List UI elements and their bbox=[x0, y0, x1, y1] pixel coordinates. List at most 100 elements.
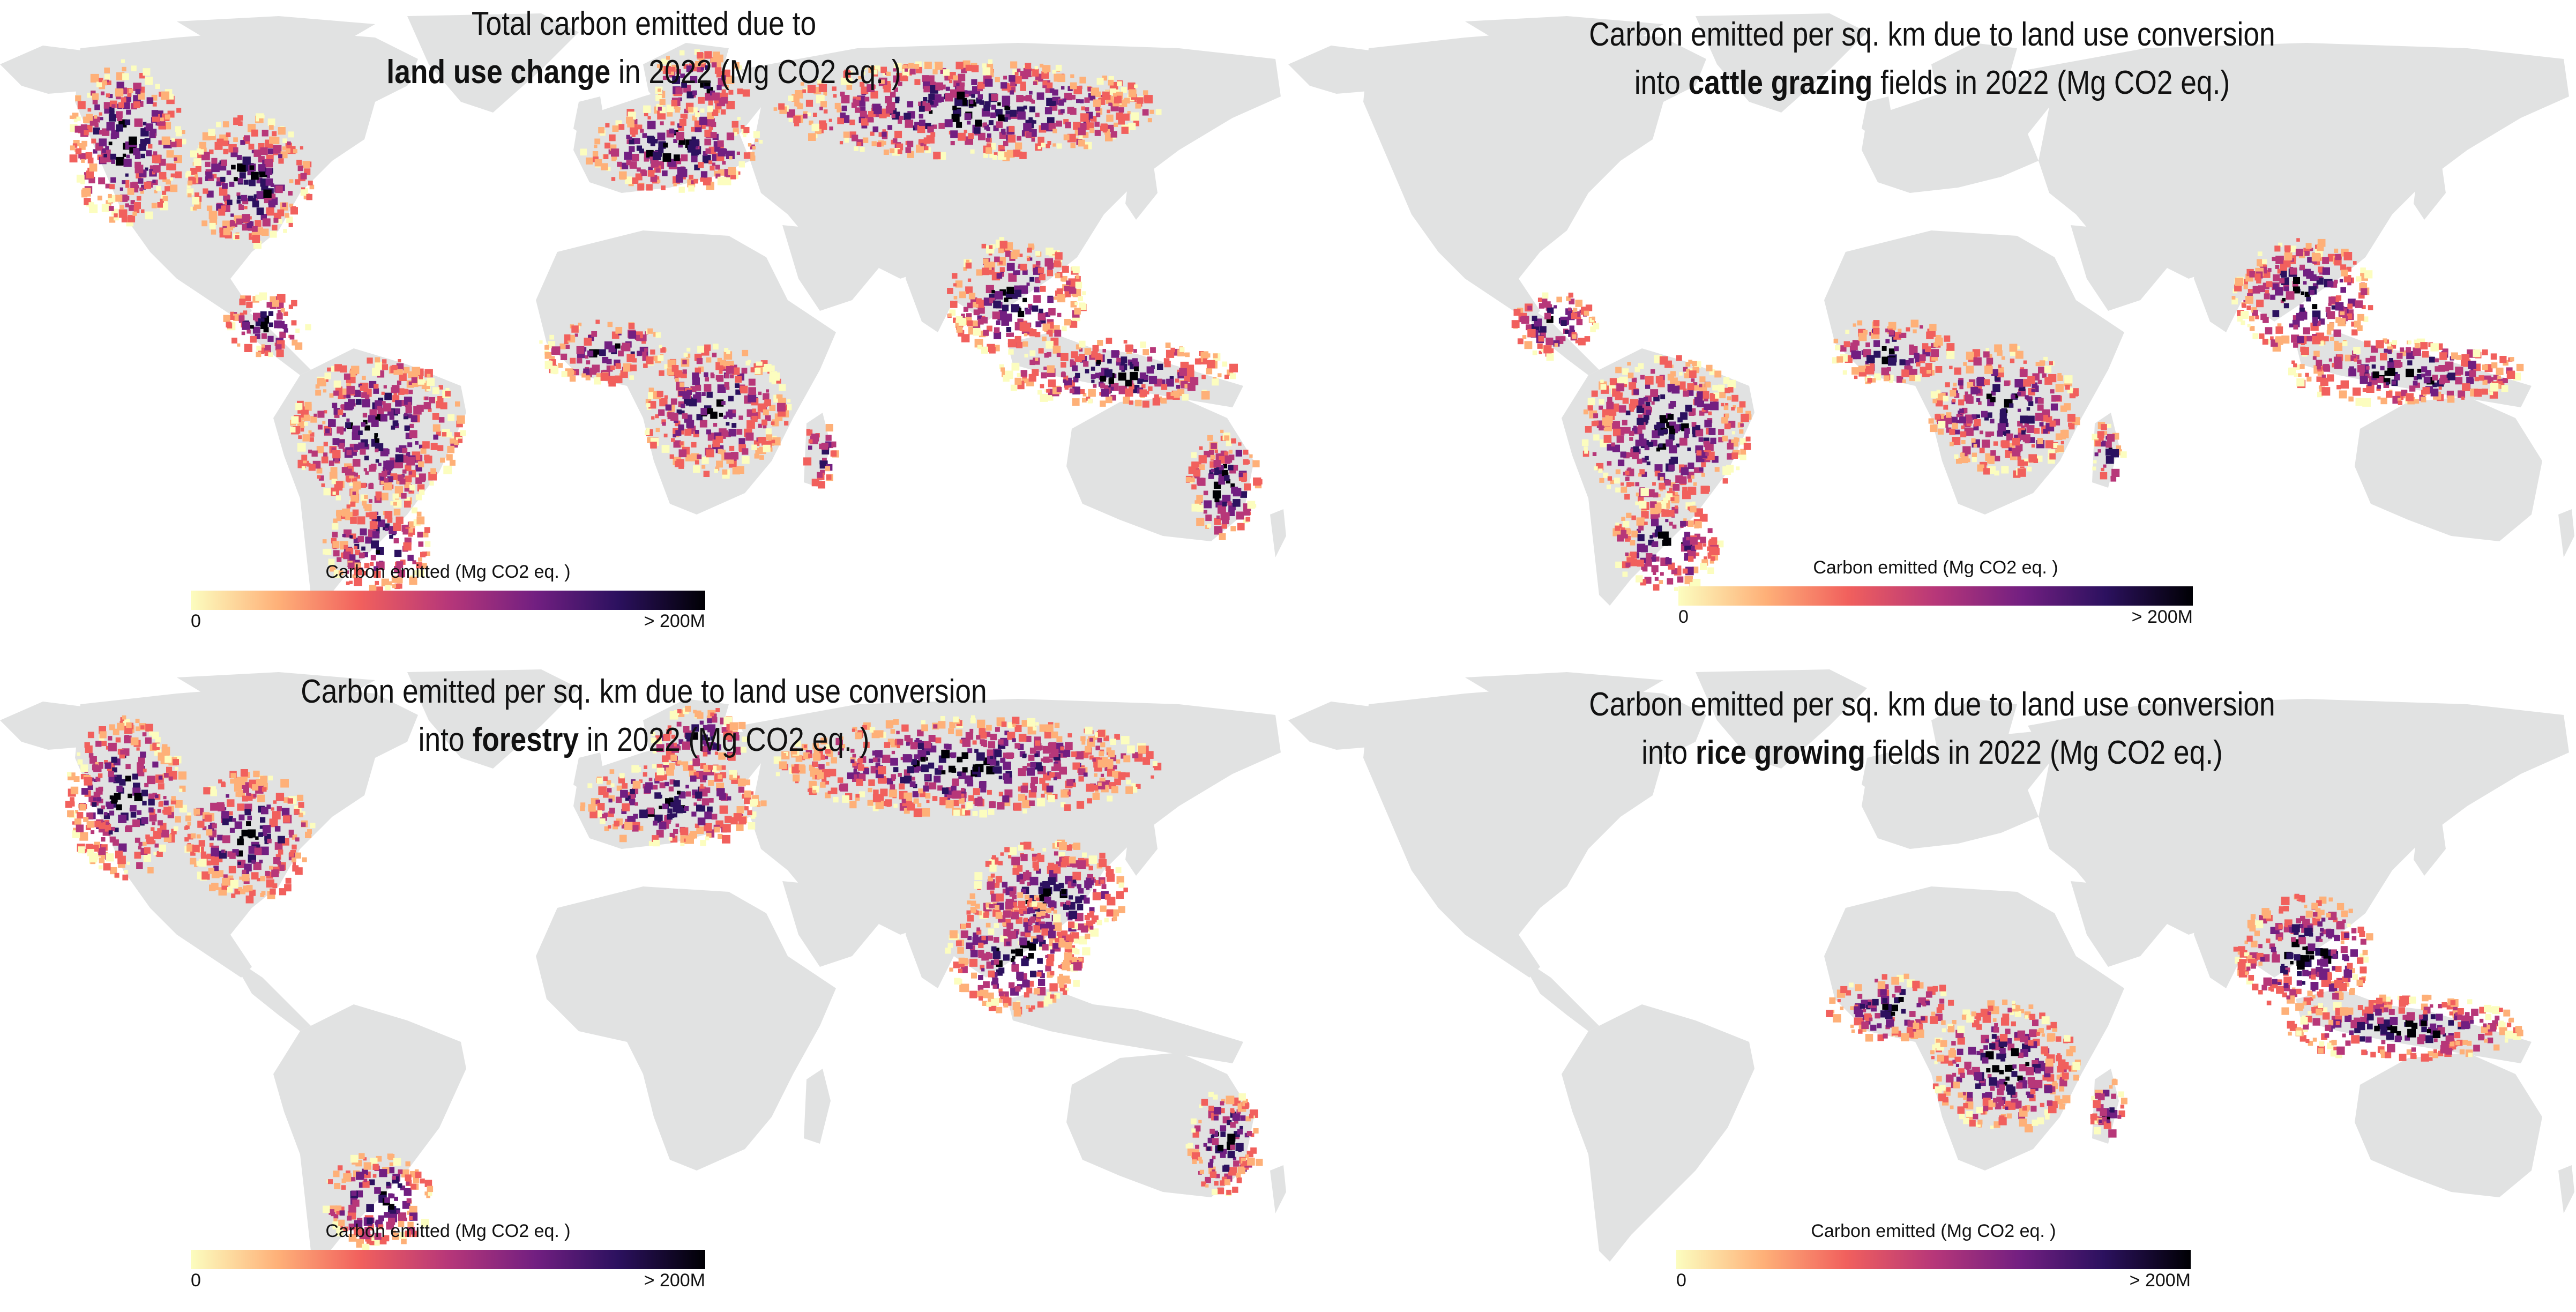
emission-cell bbox=[1657, 429, 1664, 436]
emission-cell bbox=[674, 104, 679, 109]
emission-cell bbox=[1736, 466, 1740, 471]
emission-cell bbox=[1023, 123, 1032, 132]
emission-cell bbox=[2496, 367, 2504, 375]
emission-cell bbox=[2361, 305, 2366, 309]
emission-cell bbox=[830, 450, 837, 457]
emission-cell bbox=[861, 118, 869, 126]
emission-cell bbox=[292, 206, 296, 211]
emission-cell bbox=[384, 511, 393, 519]
emission-cell bbox=[325, 428, 330, 434]
land-alaska bbox=[0, 702, 86, 750]
emission-cell bbox=[1640, 545, 1648, 553]
emission-cell bbox=[1142, 400, 1149, 408]
emission-cell bbox=[1545, 337, 1554, 346]
emission-cell bbox=[2028, 401, 2034, 406]
emission-cell bbox=[1592, 316, 1595, 320]
emission-cell bbox=[1609, 378, 1617, 385]
emission-cell bbox=[2319, 270, 2324, 275]
emission-cell bbox=[1155, 109, 1162, 115]
emission-cell bbox=[854, 146, 858, 151]
emission-cell bbox=[904, 113, 911, 120]
emission-cell bbox=[1005, 114, 1011, 120]
emission-cell bbox=[258, 164, 266, 172]
emission-cell bbox=[692, 377, 700, 385]
emission-cell bbox=[1616, 378, 1622, 383]
emission-cell bbox=[1643, 397, 1648, 401]
emission-cell bbox=[236, 192, 241, 197]
emission-cell bbox=[2414, 343, 2420, 348]
emission-cell bbox=[1063, 119, 1069, 124]
emission-cell bbox=[412, 570, 417, 576]
emission-cell bbox=[393, 509, 401, 516]
emission-cell bbox=[1995, 456, 2000, 461]
emission-cell bbox=[2447, 395, 2455, 403]
emission-cell bbox=[77, 101, 86, 109]
land-alaska bbox=[1288, 46, 1374, 94]
emission-cell bbox=[753, 440, 760, 446]
emission-cell bbox=[2310, 290, 2315, 295]
emission-cell bbox=[769, 405, 776, 411]
emission-cell bbox=[1854, 375, 1858, 379]
emission-cell bbox=[1644, 445, 1649, 451]
emission-cell bbox=[247, 221, 254, 228]
emission-cell bbox=[1214, 518, 1221, 525]
hotspot-eastern-united-states bbox=[185, 113, 315, 249]
title-line-2: land use change in 2022 (Mg CO2 eq. ) bbox=[90, 48, 1198, 96]
emission-cell bbox=[1659, 580, 1663, 584]
emission-cell bbox=[1682, 568, 1688, 574]
emission-cell bbox=[237, 163, 245, 172]
emission-cell bbox=[626, 135, 630, 139]
emission-cell bbox=[1870, 363, 1875, 368]
emission-cell bbox=[643, 105, 651, 113]
emission-cell bbox=[1687, 520, 1694, 527]
emission-cell bbox=[1204, 500, 1212, 509]
emission-cell bbox=[352, 459, 361, 467]
emission-cell bbox=[219, 232, 226, 238]
emission-cell bbox=[460, 430, 466, 436]
emission-cell bbox=[1873, 320, 1880, 326]
emission-cell bbox=[399, 373, 407, 381]
emission-cell bbox=[301, 416, 305, 421]
emission-cell bbox=[332, 541, 340, 548]
emission-cell bbox=[1688, 479, 1692, 483]
emission-cell bbox=[1593, 420, 1599, 426]
emission-cell bbox=[2033, 458, 2039, 463]
emission-cell bbox=[398, 359, 401, 363]
emission-cell bbox=[1858, 332, 1867, 341]
emission-cell bbox=[718, 148, 726, 156]
emission-cell bbox=[1224, 451, 1229, 456]
emission-cell bbox=[1017, 136, 1021, 141]
emission-cell bbox=[743, 152, 751, 159]
emission-cell bbox=[190, 150, 198, 158]
emission-cell bbox=[2357, 359, 2362, 364]
emission-cell bbox=[1584, 450, 1588, 454]
emission-cell bbox=[1005, 292, 1012, 298]
emission-cell bbox=[2351, 322, 2356, 327]
emission-cell bbox=[2277, 323, 2282, 327]
emission-cell bbox=[605, 123, 610, 128]
emission-cell bbox=[108, 114, 116, 122]
emission-cell bbox=[1987, 412, 1992, 418]
emission-cell bbox=[346, 394, 350, 399]
emission-cell bbox=[813, 113, 817, 117]
emission-cell bbox=[994, 331, 1002, 339]
emission-cell bbox=[1029, 305, 1034, 310]
emission-cell bbox=[1935, 399, 1943, 407]
emission-cell bbox=[726, 101, 735, 109]
emission-cell bbox=[1144, 375, 1149, 381]
emission-cell bbox=[1139, 372, 1146, 379]
emission-cell bbox=[1694, 524, 1699, 528]
emission-cell bbox=[999, 237, 1005, 242]
emission-cell bbox=[2394, 371, 2398, 376]
emission-cell bbox=[618, 351, 624, 356]
emission-cell bbox=[759, 140, 763, 144]
emission-cell bbox=[610, 144, 617, 151]
emission-cell bbox=[1583, 409, 1589, 415]
emission-cell bbox=[2299, 364, 2305, 369]
emission-cell bbox=[849, 120, 855, 125]
emission-cell bbox=[695, 112, 700, 117]
emission-cell bbox=[2324, 336, 2329, 341]
emission-cell bbox=[2398, 400, 2402, 405]
emission-cell bbox=[951, 114, 960, 122]
emission-cell bbox=[1091, 116, 1097, 122]
